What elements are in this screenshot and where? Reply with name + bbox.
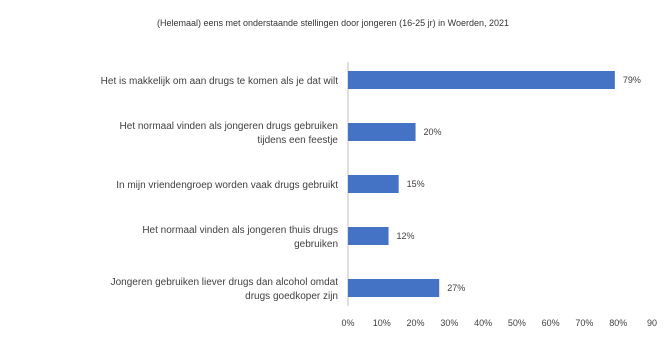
x-tick-label: 10% [373, 318, 391, 328]
bar [348, 123, 416, 141]
x-tick-label: 40% [474, 318, 492, 328]
bar [348, 175, 399, 193]
category-label: Het is makkelijk om aan drugs te komen a… [101, 76, 339, 87]
category-label: Jongeren gebruiken liever drugs dan alco… [111, 277, 339, 288]
x-tick-label: 70% [575, 318, 593, 328]
data-label: 12% [397, 231, 415, 241]
data-label: 15% [407, 179, 425, 189]
category-label: drugs goedkoper zijn [245, 291, 338, 302]
category-label: Het normaal vinden als jongeren thuis dr… [142, 225, 338, 236]
data-label: 79% [623, 75, 641, 85]
category-label: tijdens een feestje [257, 135, 338, 146]
category-label: In mijn vriendengroep worden vaak drugs … [116, 180, 338, 191]
bar [348, 227, 389, 245]
bar [348, 71, 615, 89]
data-label: 20% [424, 127, 442, 137]
bar [348, 279, 440, 297]
x-tick-label: 20% [407, 318, 425, 328]
category-label: Het normaal vinden als jongeren drugs ge… [120, 121, 338, 132]
x-tick-label: 50% [508, 318, 526, 328]
x-tick-label: 90 [647, 318, 657, 328]
x-tick-label: 60% [542, 318, 560, 328]
x-tick-label: 30% [440, 318, 458, 328]
chart-title: (Helemaal) eens met onderstaande stellin… [156, 18, 510, 28]
data-label: 27% [447, 283, 465, 293]
x-tick-label: 80% [609, 318, 627, 328]
x-tick-label: 0% [341, 318, 354, 328]
category-label: gebruiken [294, 239, 338, 250]
